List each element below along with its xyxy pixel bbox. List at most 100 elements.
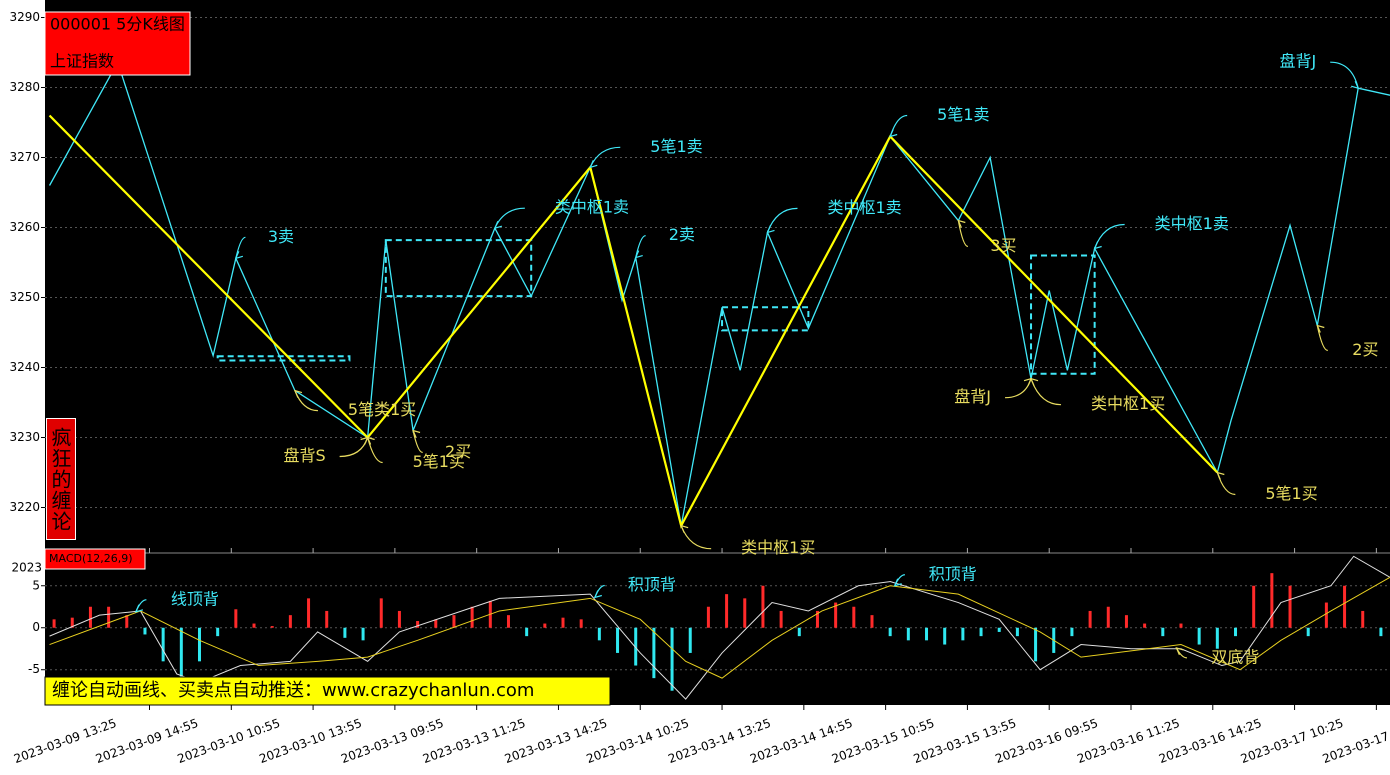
y-tick-label: 3240 — [9, 360, 40, 374]
macd-bar — [1106, 606, 1110, 628]
annotation: 5笔1买 — [413, 452, 465, 471]
y-tick-label: 5 — [32, 578, 40, 592]
pivot-box — [216, 355, 351, 362]
macd-bar — [379, 598, 383, 628]
arrow-head — [889, 129, 898, 138]
macd-bar — [1234, 627, 1238, 637]
index-name: 上证指数 — [50, 52, 114, 71]
arrow-head — [234, 251, 244, 260]
annotation: 类中枢1卖 — [827, 198, 901, 217]
annotation: 线顶背 — [171, 589, 219, 608]
macd-bar — [906, 627, 910, 641]
line — [49, 555, 1390, 700]
macd-bar — [234, 609, 238, 628]
y-tick-label: -5 — [28, 662, 40, 676]
annotation: 双底背 — [1211, 647, 1259, 666]
macd-bar — [870, 615, 874, 628]
banner: 缠论自动画线、买卖点自动推送：www.crazychanlun.com — [52, 680, 534, 701]
macd-bar — [797, 627, 801, 637]
macd-bar — [1343, 585, 1347, 628]
macd-bar — [1324, 602, 1328, 628]
arrow-head — [766, 225, 775, 234]
plot-background — [45, 0, 1390, 705]
annotation-arrow — [1316, 325, 1328, 352]
macd-bar — [1252, 585, 1256, 628]
annotation: 类中枢1卖 — [1155, 214, 1229, 233]
arrow-head — [366, 436, 375, 445]
macd-bar — [125, 615, 129, 628]
macd-bar — [834, 602, 838, 628]
macd-bar — [288, 615, 292, 628]
line — [49, 576, 1390, 679]
annotation: 2买 — [445, 442, 471, 461]
macd-bar — [688, 627, 692, 653]
macd-bar — [270, 626, 274, 628]
macd-bar — [197, 627, 201, 662]
macd-bar — [1015, 627, 1019, 637]
annotation: 盘背S — [283, 446, 325, 465]
macd-bar — [397, 610, 401, 628]
macd-bar — [743, 598, 747, 628]
pivot-box — [721, 306, 810, 332]
macd-bar — [706, 606, 710, 628]
annotation: 3卖 — [268, 227, 294, 246]
macd-bar — [325, 610, 329, 628]
annotation: 2卖 — [669, 225, 695, 244]
y-tick-label: 3290 — [9, 10, 40, 24]
macd-bar — [1179, 623, 1183, 628]
annotation: 类中枢1买 — [1091, 394, 1165, 413]
macd-bar — [561, 617, 565, 628]
pivot-box — [1030, 254, 1096, 375]
annotation: 3买 — [990, 236, 1016, 255]
macd-bar — [1197, 627, 1201, 645]
y-tick-label: 3220 — [9, 500, 40, 514]
annotation-arrow — [412, 430, 423, 454]
annotation: 盘背J — [954, 387, 991, 406]
arrow-head — [1351, 80, 1360, 90]
arrow-head — [589, 160, 598, 169]
macd-bar — [579, 619, 583, 628]
macd-bar — [161, 627, 165, 662]
macd-bar — [1306, 627, 1310, 637]
macd-bar — [979, 627, 983, 637]
macd-bar — [761, 585, 765, 628]
macd-bar — [961, 627, 965, 641]
macd-bar — [307, 598, 311, 628]
macd-bar — [506, 615, 510, 628]
arrow-head — [957, 219, 966, 228]
macd-bar — [1288, 585, 1292, 628]
macd-bar — [107, 606, 111, 628]
annotation: 5笔1卖 — [937, 105, 989, 124]
macd-label-box — [44, 548, 146, 570]
side-text: 疯狂的缠论 — [46, 418, 76, 540]
macd-bar — [1143, 623, 1147, 628]
arrow-head — [1216, 471, 1225, 480]
arrow-head — [1093, 241, 1102, 250]
macd-bar — [1088, 610, 1092, 628]
macd-bar — [779, 610, 783, 628]
annotation: 积顶背 — [628, 575, 676, 594]
arrow-head — [1316, 324, 1325, 333]
arrow-head — [493, 220, 503, 230]
macd-bar — [1361, 610, 1365, 628]
y-tick-label: 3250 — [9, 290, 40, 304]
annotation: 5笔1买 — [1265, 484, 1317, 503]
macd-bar — [470, 606, 474, 628]
title-box — [44, 11, 191, 76]
macd-bar — [616, 627, 620, 653]
macd-bar — [1270, 573, 1274, 628]
annotation: 类中枢1卖 — [555, 198, 629, 217]
title: 000001 5分K线图 — [50, 15, 185, 34]
macd-bar — [434, 619, 438, 628]
macd-bar — [543, 623, 547, 628]
banner-box — [44, 676, 611, 706]
macd-bar — [252, 623, 256, 628]
macd-corner-text: 2023 — [11, 561, 42, 575]
macd-bar — [725, 594, 729, 628]
macd-bar — [888, 627, 892, 637]
macd-bar — [670, 627, 674, 691]
macd-bar — [634, 627, 638, 666]
y-tick-label: 3270 — [9, 150, 40, 164]
macd-bar — [88, 606, 92, 628]
